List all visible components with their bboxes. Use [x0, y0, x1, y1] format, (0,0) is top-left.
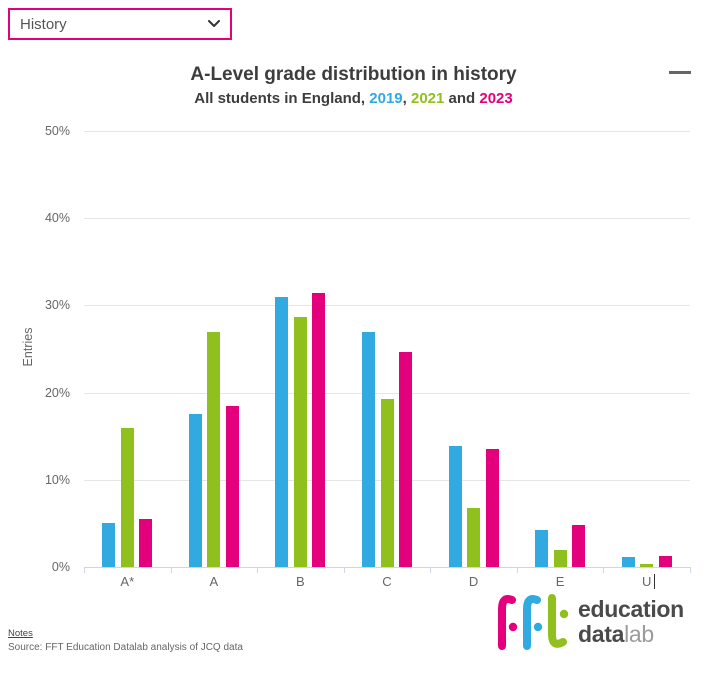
- x-axis-category-label: C: [382, 574, 392, 589]
- x-axis-tick: [516, 567, 518, 573]
- bar-2021-A[interactable]: [207, 332, 221, 567]
- logo-education: education: [578, 596, 684, 622]
- subject-dropdown-value: History: [20, 15, 67, 33]
- x-axis-category-label: E: [555, 574, 565, 589]
- x-axis-category-label: U: [641, 574, 652, 589]
- bar-2019-D[interactable]: [448, 445, 462, 567]
- bar-2023-E[interactable]: [572, 525, 586, 567]
- x-axis-tick: [603, 567, 605, 573]
- bar-2021-A*[interactable]: [120, 427, 134, 567]
- chart-title: A-Level grade distribution in history: [190, 64, 517, 85]
- text-cursor: [653, 574, 656, 589]
- y-axis-label: 20%: [44, 385, 70, 400]
- x-axis-line: [84, 567, 690, 568]
- subtitle-and: and: [444, 90, 480, 107]
- y-axis-label: 10%: [44, 472, 70, 487]
- x-axis-tick: [170, 567, 172, 573]
- x-axis-tick: [84, 567, 85, 573]
- x-axis-category-label: B: [296, 574, 305, 589]
- x-axis-category-label: D: [468, 574, 479, 589]
- bar-2023-A*[interactable]: [139, 519, 153, 567]
- bar-2021-U[interactable]: [640, 563, 654, 567]
- x-axis-category-label: A: [209, 574, 219, 589]
- x-axis-category-label: A*: [120, 574, 135, 589]
- bar-2021-C[interactable]: [380, 398, 394, 567]
- chart-subtitle: All students in England, 2019, 2021 and …: [0, 90, 707, 107]
- bar-2023-A[interactable]: [225, 405, 239, 567]
- logo-data: data: [578, 621, 625, 647]
- bar-2023-B[interactable]: [312, 293, 326, 567]
- subtitle-prefix: All students in England,: [194, 90, 370, 107]
- bar-2021-E[interactable]: [553, 549, 567, 567]
- gridline: [84, 131, 690, 132]
- bar-2023-C[interactable]: [399, 351, 412, 567]
- y-axis-label: 30%: [44, 298, 70, 313]
- gridline: [84, 218, 690, 220]
- logo-lab: lab: [624, 621, 654, 647]
- bar-2019-E[interactable]: [535, 529, 549, 567]
- source-credit: Source: FFT Education Datalab analysis o…: [8, 642, 243, 653]
- subtitle-year-2023: 2023: [479, 90, 513, 107]
- gridline: [84, 305, 690, 307]
- x-axis-tick: [343, 567, 345, 573]
- subject-dropdown[interactable]: History: [8, 8, 232, 40]
- subtitle-separator: ,: [402, 90, 411, 107]
- fft-logo-text: education datalab: [578, 597, 684, 647]
- bar-2023-U[interactable]: [658, 555, 672, 567]
- bar-2019-A[interactable]: [188, 414, 202, 567]
- bar-2019-B[interactable]: [275, 296, 289, 567]
- x-axis-tick: [690, 567, 691, 573]
- y-axis-label: 40%: [44, 211, 70, 226]
- chart-context-menu-button[interactable]: [664, 66, 696, 94]
- chevron-down-icon: [208, 20, 220, 27]
- y-axis-title: Entries: [21, 327, 35, 367]
- bar-2021-B[interactable]: [293, 316, 307, 567]
- fft-logo-mark-icon: [498, 594, 568, 650]
- x-axis-tick: [257, 567, 259, 573]
- gridline: [84, 392, 690, 394]
- fft-datalab-logo: education datalab: [494, 593, 684, 651]
- bar-2019-U[interactable]: [621, 557, 635, 567]
- x-axis-tick: [430, 567, 432, 573]
- bar-2023-D[interactable]: [485, 449, 499, 567]
- subtitle-year-2021: 2021: [410, 90, 445, 107]
- notes-link[interactable]: Notes: [8, 628, 33, 639]
- bar-2019-C[interactable]: [362, 331, 375, 567]
- bar-2021-D[interactable]: [467, 507, 481, 567]
- bar-2019-A*[interactable]: [102, 523, 116, 567]
- y-axis-label: 0%: [51, 560, 70, 574]
- subtitle-year-2019: 2019: [369, 90, 403, 107]
- y-axis-label: 50%: [44, 124, 70, 138]
